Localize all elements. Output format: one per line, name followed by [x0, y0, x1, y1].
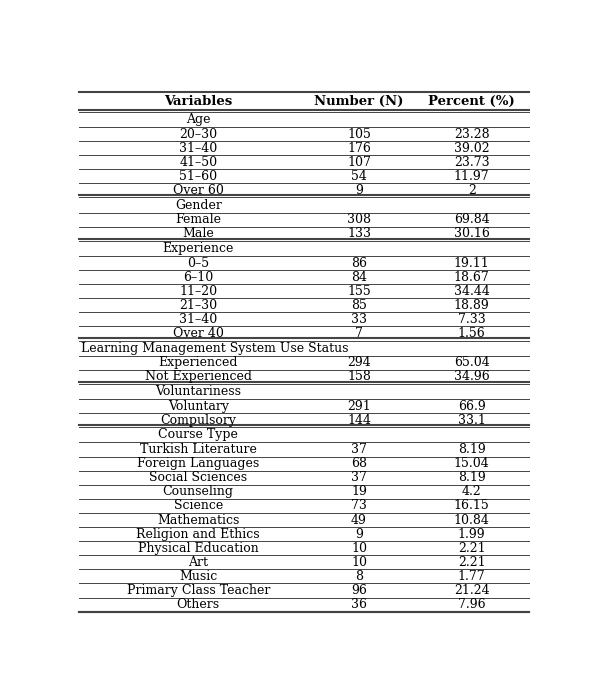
Text: Science: Science	[174, 500, 223, 512]
Text: 2: 2	[468, 184, 476, 197]
Text: 133: 133	[347, 227, 371, 240]
Text: 8.19: 8.19	[458, 471, 486, 484]
Text: Mathematics: Mathematics	[157, 513, 240, 527]
Text: 41–50: 41–50	[179, 156, 217, 169]
Text: 155: 155	[347, 284, 371, 298]
Text: 19.11: 19.11	[454, 257, 490, 270]
Text: 11.97: 11.97	[454, 170, 489, 183]
Text: 294: 294	[347, 356, 371, 370]
Text: Female: Female	[175, 213, 221, 226]
Text: 6–10: 6–10	[183, 271, 213, 284]
Text: 39.02: 39.02	[454, 142, 489, 154]
Text: Voluntary: Voluntary	[168, 400, 229, 412]
Text: 21.24: 21.24	[454, 584, 489, 597]
Text: Experienced: Experienced	[158, 356, 238, 370]
Text: 37: 37	[351, 443, 367, 456]
Text: 4.2: 4.2	[462, 485, 482, 498]
Text: 65.04: 65.04	[454, 356, 490, 370]
Text: 34.96: 34.96	[454, 370, 490, 383]
Text: 86: 86	[351, 257, 367, 270]
Text: 19: 19	[351, 485, 367, 498]
Text: 68: 68	[351, 457, 367, 470]
Text: Over 40: Over 40	[173, 327, 224, 340]
Text: Foreign Languages: Foreign Languages	[137, 457, 259, 470]
Text: 10: 10	[351, 542, 367, 555]
Text: 30.16: 30.16	[454, 227, 490, 240]
Text: 10: 10	[351, 556, 367, 569]
Text: 308: 308	[347, 213, 371, 226]
Text: Not Experienced: Not Experienced	[145, 370, 251, 383]
Text: 85: 85	[351, 299, 367, 312]
Text: Others: Others	[177, 598, 220, 611]
Text: Compulsory: Compulsory	[160, 414, 236, 427]
Text: Counseling: Counseling	[162, 485, 234, 498]
Text: 8: 8	[355, 570, 363, 583]
Text: Age: Age	[186, 113, 211, 126]
Text: 7.96: 7.96	[458, 598, 486, 611]
Text: 2.21: 2.21	[458, 556, 486, 569]
Text: Variables: Variables	[164, 95, 232, 108]
Text: 33.1: 33.1	[458, 414, 486, 427]
Text: Percent (%): Percent (%)	[428, 95, 515, 108]
Text: 107: 107	[347, 156, 371, 169]
Text: 8.19: 8.19	[458, 443, 486, 456]
Text: 105: 105	[347, 127, 371, 140]
Text: Course Type: Course Type	[158, 428, 238, 441]
Text: 9: 9	[355, 527, 363, 540]
Text: Experience: Experience	[162, 242, 234, 255]
Text: 69.84: 69.84	[454, 213, 490, 226]
Text: 23.73: 23.73	[454, 156, 489, 169]
Text: 31–40: 31–40	[179, 142, 218, 154]
Text: 96: 96	[351, 584, 367, 597]
Text: Gender: Gender	[175, 199, 222, 212]
Text: 51–60: 51–60	[179, 170, 217, 183]
Text: 158: 158	[347, 370, 371, 383]
Text: 11–20: 11–20	[179, 284, 217, 298]
Text: 7: 7	[355, 327, 363, 340]
Text: 37: 37	[351, 471, 367, 484]
Text: 1.77: 1.77	[458, 570, 486, 583]
Text: Physical Education: Physical Education	[138, 542, 259, 555]
Text: 15.04: 15.04	[454, 457, 490, 470]
Text: 84: 84	[351, 271, 367, 284]
Text: 144: 144	[347, 414, 371, 427]
Text: Learning Management System Use Status: Learning Management System Use Status	[81, 342, 349, 355]
Text: 33: 33	[351, 313, 367, 326]
Text: 16.15: 16.15	[454, 500, 490, 512]
Text: 176: 176	[347, 142, 371, 154]
Text: 34.44: 34.44	[454, 284, 490, 298]
Text: 1.99: 1.99	[458, 527, 486, 540]
Text: 23.28: 23.28	[454, 127, 489, 140]
Text: 54: 54	[351, 170, 367, 183]
Text: 9: 9	[355, 184, 363, 197]
Text: 7.33: 7.33	[458, 313, 486, 326]
Text: 1.56: 1.56	[458, 327, 486, 340]
Text: 49: 49	[351, 513, 367, 527]
Text: 18.67: 18.67	[454, 271, 490, 284]
Text: 0–5: 0–5	[187, 257, 209, 270]
Text: Music: Music	[179, 570, 218, 583]
Text: 66.9: 66.9	[458, 400, 486, 412]
Text: Number (N): Number (N)	[314, 95, 404, 108]
Text: Voluntariness: Voluntariness	[155, 385, 241, 398]
Text: Religion and Ethics: Religion and Ethics	[136, 527, 260, 540]
Text: Turkish Literature: Turkish Literature	[140, 443, 257, 456]
Text: 18.89: 18.89	[454, 299, 490, 312]
Text: Social Sciences: Social Sciences	[149, 471, 247, 484]
Text: 36: 36	[351, 598, 367, 611]
Text: 10.84: 10.84	[454, 513, 490, 527]
Text: 21–30: 21–30	[179, 299, 217, 312]
Text: 20–30: 20–30	[179, 127, 217, 140]
Text: Art: Art	[188, 556, 208, 569]
Text: 291: 291	[347, 400, 371, 412]
Text: 73: 73	[351, 500, 367, 512]
Text: Over 60: Over 60	[173, 184, 224, 197]
Text: Primary Class Teacher: Primary Class Teacher	[126, 584, 270, 597]
Text: Male: Male	[182, 227, 214, 240]
Text: 31–40: 31–40	[179, 313, 218, 326]
Text: 2.21: 2.21	[458, 542, 486, 555]
